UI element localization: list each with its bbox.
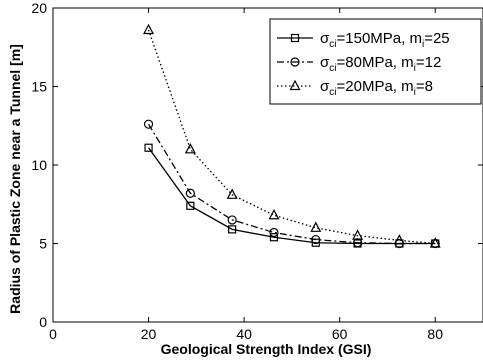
series-line-circle [147, 123, 436, 245]
x-tick-label: 20 [141, 326, 157, 342]
data-point-triangle [184, 143, 196, 154]
data-point-triangle [268, 208, 280, 220]
data-point-circle [185, 188, 195, 198]
x-tick-label: 80 [427, 326, 443, 342]
y-axis-label: Radius of Plastic Zone near a Tunnel [m] [7, 44, 23, 314]
legend-text-part: σ [320, 54, 330, 71]
data-point-triangle [143, 23, 155, 35]
legend-text-part: =20MPa, m [337, 78, 414, 95]
legend-box [269, 18, 482, 105]
x-tick-label: 60 [332, 326, 348, 342]
data-point-triangle [393, 234, 405, 245]
data-point-circle [311, 234, 321, 245]
y-tick-label: 20 [31, 0, 47, 16]
legend-subscript: i [414, 87, 416, 98]
data-point-square [269, 233, 279, 242]
y-tick-label: 15 [31, 79, 47, 95]
data-point-square [186, 201, 195, 210]
y-tick-label: 0 [39, 314, 47, 330]
data-point-circle [227, 215, 237, 225]
legend-entry: σci=80MPa, mi=12 [320, 54, 441, 74]
legend-text-part: σ [320, 30, 330, 47]
legend-text-part: =12 [416, 54, 441, 71]
data-point-square [228, 225, 237, 234]
legend-marker-circle [290, 57, 300, 67]
legend-entry: σci=150MPa, mi=25 [320, 30, 450, 50]
legend-marker-triangle [289, 79, 301, 91]
legend-subscript: ci [329, 87, 336, 98]
legend-subscript: ci [329, 39, 336, 50]
legend-text-part: =8 [416, 78, 433, 95]
legend-marker-square [290, 33, 300, 43]
series-line-triangle [147, 29, 436, 245]
legend-entry: σci=20MPa, mi=8 [320, 78, 433, 98]
series-line-square [148, 147, 436, 245]
legend-text-part: =150MPa, m [337, 30, 422, 47]
legend-subscript: i [422, 39, 424, 50]
legend-text-part: σ [320, 78, 330, 95]
legend-text-part: =80MPa, m [337, 54, 414, 71]
data-point-circle [143, 119, 154, 129]
data-point-circle [269, 227, 279, 238]
legend-subscript: i [414, 63, 416, 74]
data-point-triangle [310, 221, 322, 232]
data-point-triangle [352, 229, 364, 240]
x-tick-label: 0 [49, 326, 57, 342]
legend-text-part: =25 [424, 30, 449, 47]
y-tick-label: 10 [31, 157, 47, 173]
x-axis-label: Geological Strength Index (GSI) [161, 341, 372, 357]
legend-subscript: ci [329, 63, 336, 74]
y-tick-label: 5 [39, 236, 47, 252]
data-point-triangle [429, 237, 441, 248]
data-point-triangle [226, 188, 238, 199]
data-point-square [144, 143, 153, 152]
x-tick-label: 40 [236, 326, 252, 342]
